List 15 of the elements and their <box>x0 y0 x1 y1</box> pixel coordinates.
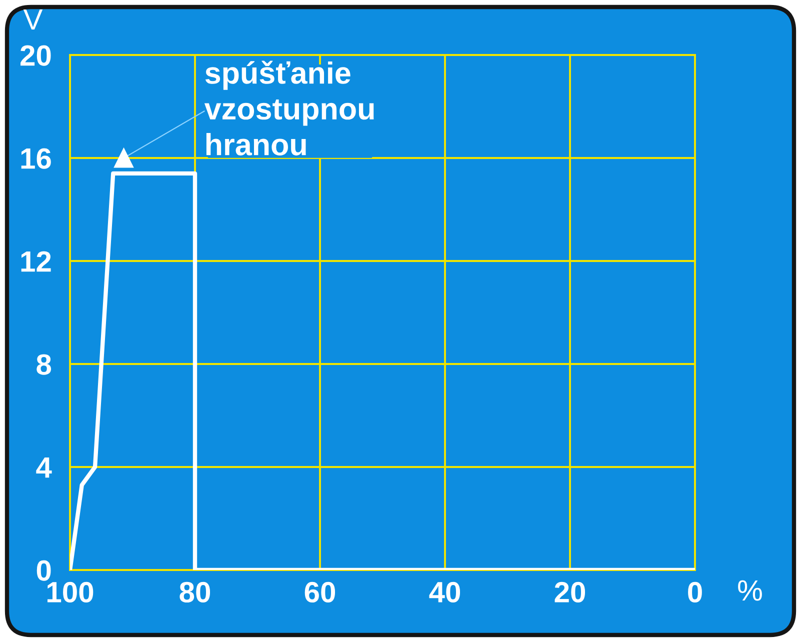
annotation: spúšťanie vzostupnou hranou <box>204 60 374 156</box>
x-axis-title: % <box>738 580 762 601</box>
x-tick-label: 40 <box>429 582 460 603</box>
y-tick-label: 16 <box>21 148 51 169</box>
y-tick-label: 12 <box>21 251 51 272</box>
x-tick-label: 0 <box>688 582 702 603</box>
x-tick-label: 100 <box>48 582 94 603</box>
x-tick-label: 60 <box>304 582 336 603</box>
x-tick-label: 80 <box>180 582 210 603</box>
y-tick-label: 20 <box>20 45 51 66</box>
x-tick-label: 20 <box>554 582 586 603</box>
y-axis-title: V <box>23 9 43 30</box>
y-tick-label: 8 <box>36 354 52 375</box>
y-tick-label: 0 <box>36 560 51 581</box>
y-tick-label: 4 <box>36 458 52 478</box>
